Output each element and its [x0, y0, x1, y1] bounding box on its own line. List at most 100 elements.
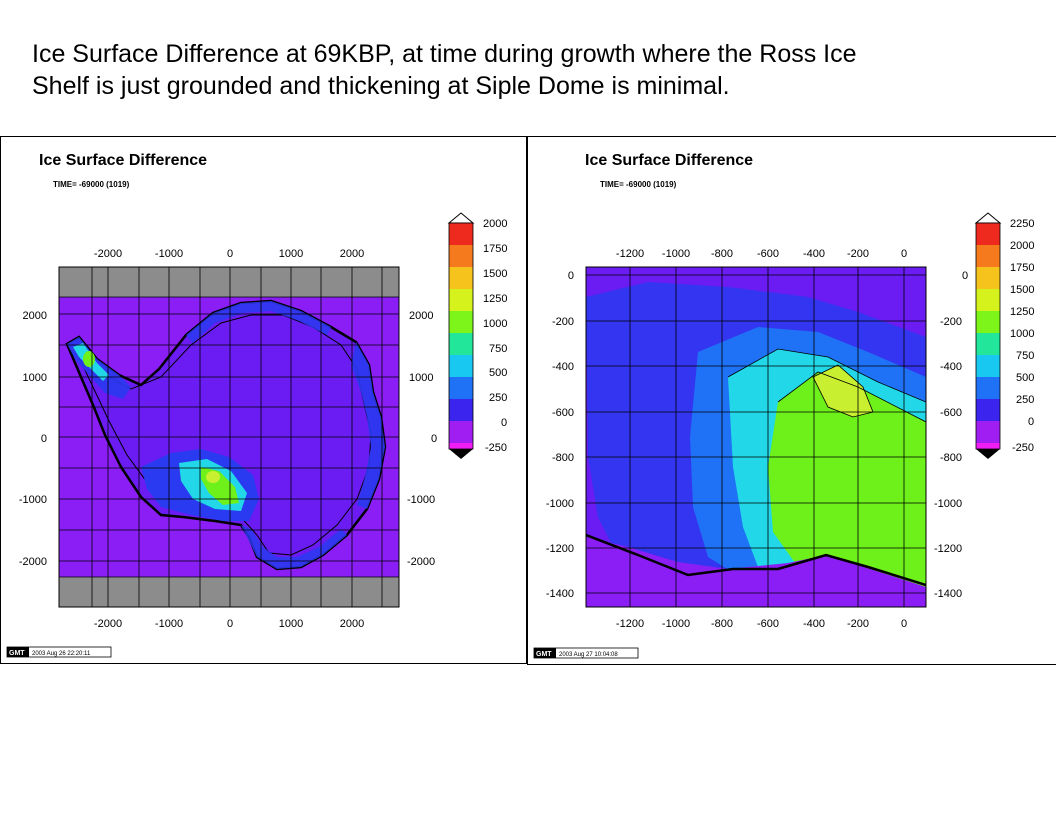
- right-colorbar-label: 2250: [1010, 218, 1034, 230]
- right-colorbar-label: 1250: [1010, 306, 1034, 318]
- left-x-tick-bottom: -2000: [94, 618, 122, 630]
- left-gmt-stamp: GMT 2003 Aug 26 22:20:11: [6, 646, 112, 658]
- right-x-tick-bottom: -1200: [616, 618, 644, 630]
- right-green-region: [768, 372, 926, 597]
- right-map-area: [586, 267, 926, 607]
- right-colorbar-swatch: [976, 333, 1000, 355]
- left-x-axis-top: -2000 -1000 0 1000 2000: [94, 248, 364, 260]
- right-x-tick-top: -400: [803, 248, 825, 260]
- right-x-tick-top: -1200: [616, 248, 644, 260]
- left-colorbar-label: 750: [489, 343, 507, 355]
- left-colorbar-swatch: [449, 399, 473, 421]
- right-y-tick-right: -1200: [934, 543, 962, 555]
- right-y-tick-left: 0: [568, 270, 574, 282]
- left-colorbar-swatch: [449, 355, 473, 377]
- right-contour-2: [777, 371, 926, 423]
- left-colorbar-swatch: [449, 377, 473, 399]
- right-colorbar-label: 1500: [1010, 284, 1034, 296]
- right-colorbar: 2250 2000 1750 1500 1250 1000 750 500 25…: [974, 212, 1034, 459]
- left-colorbar-label: 1750: [483, 243, 507, 255]
- right-figure-title: Ice Surface Difference: [585, 152, 753, 169]
- gmt-logo-text: GMT: [536, 651, 552, 658]
- right-y-tick-left: -400: [552, 361, 574, 373]
- right-colorbar-swatch: [976, 399, 1000, 421]
- left-y-tick-right: 1000: [409, 372, 433, 384]
- east-coast-blue-fringe: [351, 342, 385, 509]
- left-grid-lines: [59, 267, 399, 607]
- right-colorbar-swatch: [976, 421, 1000, 443]
- right-colorbar-label: 0: [1028, 416, 1034, 428]
- left-y-tick-left: 2000: [23, 310, 47, 322]
- left-x-tick-top: 0: [227, 248, 233, 260]
- right-gmt-timestamp: 2003 Aug 27 10:04:08: [559, 652, 618, 658]
- left-colorbar-labels: 2000 1750 1500 1250 1000 750 500 250 0 -…: [483, 218, 507, 454]
- left-time-label: TIME= -69000 (1019): [53, 180, 130, 189]
- right-grid-lines: [586, 267, 926, 607]
- left-x-tick-bottom: 0: [227, 618, 233, 630]
- left-colorbar-swatch: [449, 289, 473, 311]
- right-colorbar-label: 250: [1016, 394, 1034, 406]
- right-y-tick-left: -1200: [546, 543, 574, 555]
- right-colorbar-swatch: [976, 289, 1000, 311]
- left-y-tick-left: 1000: [23, 372, 47, 384]
- left-top-grey-band: [59, 267, 399, 297]
- right-colorbar-swatch: [976, 377, 1000, 399]
- left-colorbar-label: 1000: [483, 318, 507, 330]
- right-y-tick-right: -200: [940, 316, 962, 328]
- right-x-tick-bottom: -800: [711, 618, 733, 630]
- right-y-axis-left: 0 -200 -400 -600 -800 -1000 -1200 -1400: [546, 270, 574, 600]
- gmt-logo-box: [7, 647, 29, 657]
- left-map-panel: Ice Surface Difference TIME= -69000 (101…: [0, 136, 527, 664]
- left-colorbar-swatch: [449, 421, 473, 443]
- left-colorbar-swatch: [449, 223, 473, 245]
- right-colorbar-label: 1000: [1010, 328, 1034, 340]
- left-map-figure: Ice Surface Difference TIME= -69000 (101…: [6, 152, 507, 658]
- left-colorbar-label: 500: [489, 367, 507, 379]
- left-y-tick-right: -1000: [407, 494, 435, 506]
- left-y-tick-right: 2000: [409, 310, 433, 322]
- right-colorbar-label: 1750: [1010, 262, 1034, 274]
- right-colorbar-label: 500: [1016, 372, 1034, 384]
- right-colorbar-bottom-triangle: [976, 449, 1000, 459]
- right-colorbar-label: 750: [1016, 350, 1034, 362]
- right-x-tick-bottom: -200: [847, 618, 869, 630]
- left-y-tick-left: 0: [41, 433, 47, 445]
- right-x-tick-top: -200: [847, 248, 869, 260]
- left-colorbar: 2000 1750 1500 1250 1000 750 500 250 0 -…: [447, 212, 507, 459]
- left-y-axis-left: 2000 1000 0 -1000 -2000: [19, 310, 47, 568]
- left-gmt-timestamp: 2003 Aug 26 22:20:11: [32, 651, 91, 657]
- right-x-tick-bottom: -1000: [662, 618, 690, 630]
- gmt-logo-text: GMT: [9, 650, 25, 657]
- right-colorbar-swatch: [976, 267, 1000, 289]
- right-y-tick-left: -800: [552, 452, 574, 464]
- left-figure-title: Ice Surface Difference: [39, 152, 207, 169]
- right-x-tick-bottom: -600: [757, 618, 779, 630]
- north-coast-blue-fringe: [186, 301, 331, 343]
- left-y-tick-left: -2000: [19, 556, 47, 568]
- south-coast-blue-fringe: [241, 525, 347, 569]
- left-colorbar-swatch: [449, 311, 473, 333]
- right-colorbar-swatch: [976, 443, 1000, 449]
- right-colorbar-swatch: [976, 355, 1000, 377]
- right-y-tick-right: -400: [940, 361, 962, 373]
- right-map-panel: Ice Surface Difference TIME= -69000 (101…: [527, 136, 1056, 665]
- right-y-tick-right: 0: [962, 270, 968, 282]
- right-y-tick-right: -1400: [934, 588, 962, 600]
- left-colorbar-swatch: [449, 267, 473, 289]
- slide-title-line-2: Shelf is just grounded and thickening at…: [32, 72, 730, 100]
- right-contour-1: [727, 348, 926, 403]
- right-y-tick-left: -200: [552, 316, 574, 328]
- left-x-tick-bottom: 2000: [340, 618, 364, 630]
- slide-title-line-1: Ice Surface Difference at 69KBP, at time…: [32, 40, 857, 68]
- left-colorbar-swatch: [449, 333, 473, 355]
- right-map-frame: [585, 266, 927, 608]
- right-y-tick-left: -1000: [546, 498, 574, 510]
- left-x-tick-top: -2000: [94, 248, 122, 260]
- ice-shelf-yellow-spot: [206, 471, 220, 483]
- left-x-tick-top: -1000: [155, 248, 183, 260]
- right-x-tick-top: -1000: [662, 248, 690, 260]
- right-y-axis-right: 0 -200 -400 -600 -800 -1000 -1200 -1400: [934, 270, 968, 600]
- left-map-area: [59, 267, 399, 607]
- right-x-tick-top: 0: [901, 248, 907, 260]
- right-y-tick-right: -600: [940, 407, 962, 419]
